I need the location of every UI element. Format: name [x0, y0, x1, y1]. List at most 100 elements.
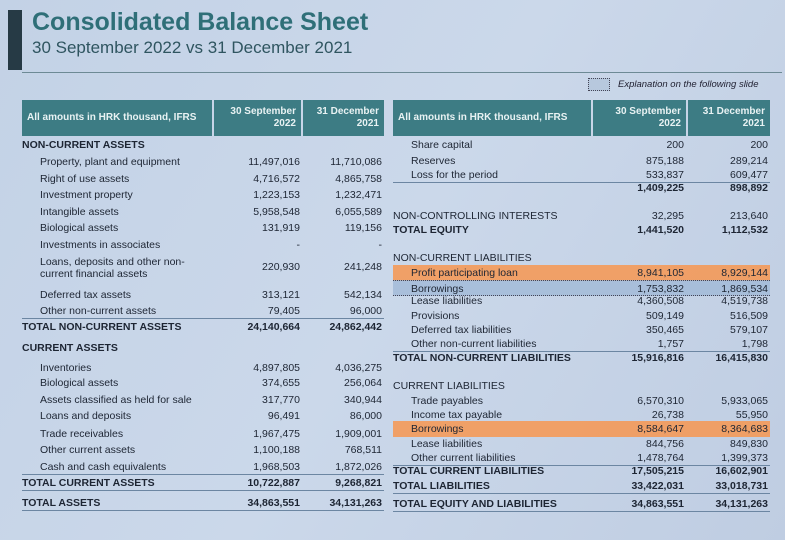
- row-label: Lease liabilities: [411, 295, 483, 307]
- row-label: Inventories: [40, 362, 92, 374]
- value-2022: 313,121: [262, 289, 300, 301]
- table-row: Other current assets 1,100,188 768,511: [22, 442, 384, 458]
- value-2021: 256,064: [344, 377, 382, 389]
- row-label: Other non-current assets: [40, 305, 157, 317]
- value-2022: 79,405: [267, 305, 300, 317]
- value-2021: 119,156: [344, 222, 382, 234]
- value-2022: 1,967,475: [253, 428, 300, 440]
- row-label: TOTAL LIABILITIES: [393, 480, 490, 492]
- table-row: Reserves 875,188 289,214: [393, 153, 770, 169]
- value-2022: -: [296, 239, 301, 251]
- row-label: NON-CURRENT LIABILITIES: [393, 252, 532, 264]
- page-subtitle: 30 September 2022 vs 31 December 2021: [32, 38, 353, 57]
- value-2021: 1,798: [741, 338, 768, 350]
- table-row: Provisions 509,149 516,509: [393, 308, 770, 324]
- value-2022: 33,422,031: [631, 480, 684, 492]
- value-2022: 32,295: [651, 210, 684, 222]
- legend: Explanation on the following slide: [588, 78, 758, 91]
- table-row: TOTAL CURRENT ASSETS 10,722,887 9,268,821: [22, 475, 384, 491]
- value-2021: 609,477: [730, 169, 768, 181]
- row-label: Investment property: [40, 189, 133, 201]
- value-2021: 241,248: [344, 261, 382, 273]
- value-2021: 213,640: [730, 210, 768, 222]
- table-row: Borrowings 8,584,647 8,364,683: [393, 421, 770, 437]
- table-row: Property, plant and equipment 11,497,016 1…: [22, 154, 384, 170]
- row-label: Other current liabilities: [411, 452, 516, 464]
- value-2022: 96,491: [267, 410, 300, 422]
- value-2021: 200: [750, 139, 768, 151]
- table-row: Intangible assets 5,958,548 6,055,589: [22, 204, 384, 220]
- value-2022: 4,897,805: [253, 362, 300, 374]
- table-row: Profit participating loan 8,941,105 8,929,…: [393, 265, 770, 281]
- value-2021: 516,509: [730, 310, 768, 322]
- value-2021: 1,399,373: [721, 452, 768, 464]
- value-2021: 1,112,532: [721, 224, 768, 236]
- row-label: Biological assets: [40, 377, 119, 389]
- row-label: Share capital: [411, 139, 473, 151]
- value-2022: 15,916,816: [631, 352, 684, 364]
- legend-swatch-icon: [588, 78, 610, 91]
- row-label: Loans, deposits and other non- current f…: [40, 256, 185, 280]
- value-2022: 220,930: [262, 261, 300, 273]
- value-2021: 34,131,263: [715, 498, 768, 510]
- value-2022: 1,223,153: [253, 189, 300, 201]
- table-row: TOTAL EQUITY 1,441,520 1,112,532: [393, 222, 770, 238]
- value-2021: 96,000: [349, 305, 382, 317]
- value-2021: 34,131,263: [329, 497, 382, 509]
- value-2021: 8,929,144: [721, 267, 768, 279]
- value-2022: 34,863,551: [631, 498, 684, 510]
- value-2021: 5,933,065: [721, 395, 768, 407]
- value-2021: -: [378, 239, 383, 251]
- value-2021: 4,519,738: [721, 295, 768, 307]
- table-row: Borrowings 1,753,832 1,869,534: [393, 280, 770, 296]
- table-row: Deferred tax assets 313,121 542,134: [22, 287, 384, 303]
- value-2021: 1,909,001: [335, 428, 382, 440]
- legend-note: Explanation on the following slide: [618, 79, 759, 90]
- table-row: Share capital 200 200: [393, 137, 770, 153]
- value-2022: 4,360,508: [637, 295, 684, 307]
- table-row: TOTAL EQUITY AND LIABILITIES 34,863,551 34…: [393, 496, 770, 512]
- value-2022: 1,757: [657, 338, 684, 350]
- value-2021: 4,036,275: [335, 362, 382, 374]
- row-label: TOTAL EQUITY: [393, 224, 469, 236]
- value-2021: 4,865,758: [335, 173, 382, 185]
- table-row: TOTAL ASSETS 34,863,551 34,131,263: [22, 495, 384, 511]
- row-label: Borrowings: [411, 423, 464, 435]
- value-2022: 8,584,647: [637, 423, 684, 435]
- value-2021: 768,511: [344, 444, 382, 456]
- row-label: Property, plant and equipment: [40, 156, 180, 168]
- table-row: Cash and cash equivalents 1,968,503 1,872,…: [22, 459, 384, 475]
- value-2022: 1,409,225: [637, 182, 684, 194]
- value-2022: 5,958,548: [253, 206, 300, 218]
- row-label: Trade receivables: [40, 428, 124, 440]
- table-row: Lease liabilities 4,360,508 4,519,738: [393, 293, 770, 309]
- value-2021: 1,869,534: [721, 283, 768, 295]
- row-label: Other non-current liabilities: [411, 338, 537, 350]
- value-2022: 374,655: [262, 377, 300, 389]
- value-2021: 55,950: [735, 409, 768, 421]
- table-row: CURRENT ASSETS: [22, 340, 384, 356]
- value-2021: 849,830: [730, 438, 768, 450]
- value-2021: 340,944: [344, 394, 382, 406]
- value-2022: 875,188: [646, 155, 684, 167]
- value-2022: 10,722,887: [247, 477, 300, 489]
- value-2021: 24,862,442: [329, 321, 382, 333]
- table-row: Investment property 1,223,153 1,232,471: [22, 187, 384, 203]
- table-row: Inventories 4,897,805 4,036,275: [22, 360, 384, 376]
- liab-col-header-label: All amounts in HRK thousand, IFRS: [393, 100, 591, 136]
- value-2021: 898,892: [730, 182, 768, 194]
- liab-col-header-2021: 31 December 2021: [688, 100, 770, 136]
- row-label: Assets classified as held for sale: [40, 394, 192, 406]
- table-row: TOTAL LIABILITIES 33,422,031 33,018,731: [393, 478, 770, 494]
- value-2022: 844,756: [646, 438, 684, 450]
- row-label: Trade payables: [411, 395, 483, 407]
- table-row: TOTAL NON-CURRENT ASSETS 24,140,664 24,862…: [22, 319, 384, 335]
- assets-col-header-2021: 31 December 2021: [303, 100, 384, 136]
- value-2022: 131,919: [262, 222, 300, 234]
- title-divider: [22, 72, 782, 73]
- table-row: Deferred tax liabilities 350,465 579,107: [393, 322, 770, 338]
- row-label: TOTAL ASSETS: [22, 497, 101, 509]
- row-label: Other current assets: [40, 444, 136, 456]
- row-label: Intangible assets: [40, 206, 119, 218]
- table-row: NON-CURRENT ASSETS: [22, 137, 384, 153]
